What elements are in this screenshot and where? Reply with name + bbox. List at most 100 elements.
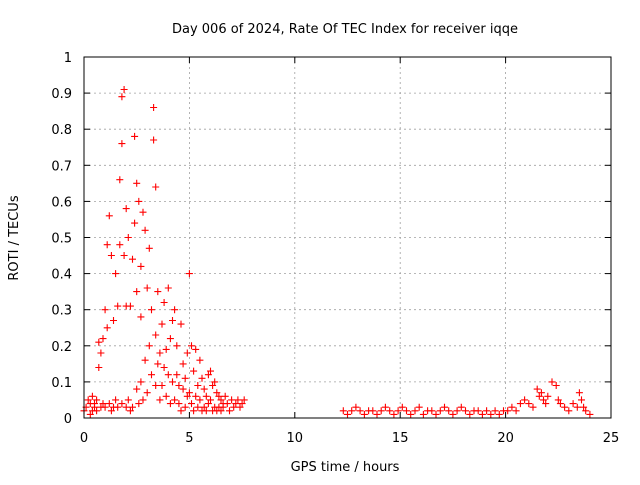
data-point [137, 262, 145, 270]
data-point [554, 396, 562, 404]
data-point [181, 374, 189, 382]
data-point [137, 378, 145, 386]
data-point [188, 400, 195, 408]
data-point [185, 389, 193, 397]
data-point [478, 410, 486, 418]
data-point [154, 360, 162, 368]
data-point [356, 407, 364, 415]
data-point [542, 400, 550, 408]
data-point [162, 392, 170, 400]
data-point [160, 364, 168, 371]
y-tick-label: 0.3 [51, 304, 72, 319]
data-point [162, 345, 170, 353]
x-tick-label: 10 [287, 431, 304, 446]
data-point [148, 371, 155, 379]
data-point [129, 255, 136, 263]
data-point [535, 392, 543, 400]
data-point [122, 205, 130, 213]
data-point [183, 349, 191, 357]
y-tick-label: 0.4 [51, 268, 72, 283]
data-point [105, 212, 113, 220]
data-point [415, 403, 423, 411]
data-point [411, 407, 419, 415]
data-point [453, 407, 461, 415]
data-point [135, 400, 143, 408]
data-point [386, 407, 394, 415]
data-point [194, 382, 202, 389]
data-point [200, 385, 208, 393]
data-point [428, 407, 436, 415]
data-point [131, 132, 139, 140]
data-point [240, 396, 248, 404]
x-tick-label: 0 [80, 431, 88, 446]
data-point [101, 403, 109, 411]
data-point [137, 313, 145, 321]
data-point [504, 407, 512, 415]
data-point [185, 270, 193, 278]
data-point [141, 356, 149, 364]
data-point [135, 197, 143, 205]
data-point [575, 389, 583, 397]
data-point [578, 396, 585, 404]
data-point [198, 374, 206, 382]
data-point [457, 403, 465, 411]
data-point [213, 389, 221, 397]
data-point [377, 407, 385, 415]
data-point [525, 400, 533, 408]
data-point [169, 378, 176, 386]
data-point [150, 104, 158, 111]
data-point [403, 407, 410, 415]
data-point [582, 407, 590, 415]
data-point [432, 410, 440, 418]
data-point [360, 410, 368, 418]
data-point [110, 317, 117, 324]
data-point [112, 270, 120, 278]
data-point [200, 403, 208, 411]
data-point [93, 407, 101, 415]
data-point [145, 342, 153, 350]
data-point [211, 378, 219, 386]
data-point [84, 396, 92, 404]
data-point [139, 208, 147, 216]
data-point [133, 179, 141, 187]
data-point [124, 234, 132, 241]
data-point [436, 407, 444, 415]
data-point [348, 407, 356, 415]
data-point [445, 407, 453, 415]
data-point [209, 382, 217, 389]
data-point [156, 396, 164, 404]
data-point [152, 382, 160, 389]
data-point [487, 410, 495, 418]
data-point [105, 400, 113, 408]
data-point [124, 396, 132, 404]
data-point [449, 410, 457, 418]
data-point [238, 400, 246, 408]
data-point [204, 371, 212, 379]
data-point [552, 382, 560, 389]
data-point [521, 396, 529, 404]
data-point [164, 371, 172, 379]
data-point [131, 219, 139, 227]
data-point [369, 407, 377, 415]
data-point [133, 288, 141, 296]
data-point [373, 410, 381, 418]
data-point [107, 252, 115, 259]
data-point [419, 410, 427, 418]
data-point [171, 396, 179, 404]
data-point [548, 378, 556, 386]
data-point [474, 407, 482, 415]
data-point [156, 349, 164, 357]
y-tick-label: 0.8 [51, 123, 72, 138]
data-point [561, 403, 569, 411]
data-point [573, 403, 581, 411]
data-point [204, 400, 212, 408]
data-point [529, 403, 537, 411]
data-point [556, 400, 564, 408]
data-point [508, 403, 516, 411]
data-point [533, 385, 541, 393]
data-point [580, 403, 588, 411]
data-point [126, 407, 134, 415]
data-point [114, 302, 122, 310]
data-point [160, 299, 168, 306]
